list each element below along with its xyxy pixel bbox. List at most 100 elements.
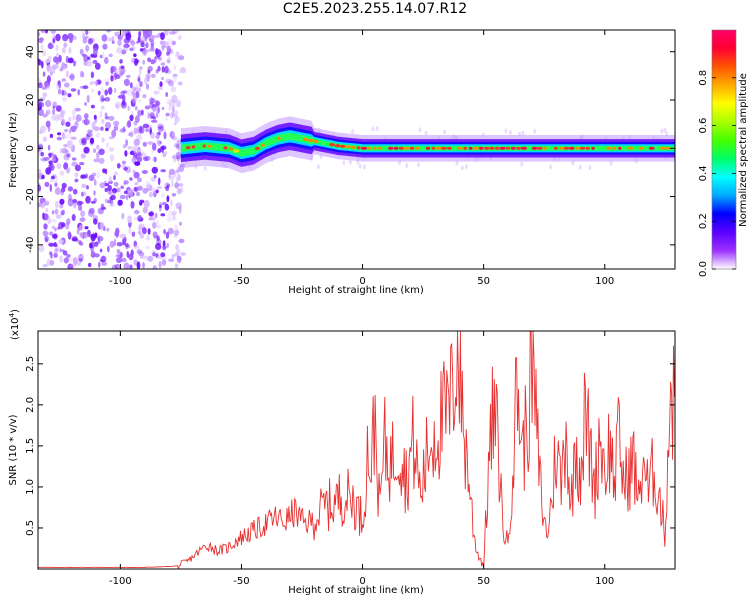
noise-speckle — [105, 81, 109, 86]
ridge-core — [618, 146, 622, 150]
noise-speckle — [40, 30, 46, 33]
noise-speckle — [161, 66, 165, 73]
noise-speckle — [140, 42, 145, 48]
noise-speckle — [173, 206, 179, 210]
noise-speckle — [150, 177, 157, 182]
noise-speckle — [116, 163, 121, 169]
snr-series-line — [38, 331, 675, 569]
noise-speckle — [168, 258, 175, 263]
noise-speckle — [56, 162, 62, 170]
noise-speckle — [175, 151, 181, 160]
noise-speckle — [99, 248, 103, 253]
noise-speckle — [142, 59, 145, 65]
noise-speckle — [86, 59, 93, 67]
noise-speckle — [167, 217, 172, 222]
noise-speckle — [108, 53, 113, 58]
noise-speckle — [167, 56, 171, 60]
noise-speckle — [59, 255, 64, 263]
ridge-core — [339, 144, 346, 148]
noise-speckle — [100, 94, 105, 103]
noise-speckle — [88, 207, 95, 214]
noise-speckle — [61, 89, 64, 96]
noise-speckle — [152, 115, 156, 120]
noise-speckle — [520, 161, 524, 167]
noise-speckle — [101, 34, 108, 42]
noise-speckle — [135, 83, 141, 87]
noise-speckle — [138, 251, 145, 257]
noise-speckle — [43, 156, 50, 161]
noise-speckle — [68, 143, 73, 149]
y-tick-label: 0.5 — [25, 520, 36, 536]
noise-speckle — [90, 233, 96, 242]
noise-speckle — [94, 253, 100, 258]
noise-speckle — [107, 245, 110, 253]
noise-speckle — [74, 178, 79, 183]
noise-speckle — [137, 77, 141, 82]
noise-speckle — [180, 252, 186, 256]
noise-speckle — [93, 126, 100, 131]
noise-speckle — [79, 85, 86, 89]
noise-speckle — [170, 216, 177, 222]
ridge-core — [553, 146, 558, 150]
noise-speckle — [152, 252, 156, 257]
noise-speckle — [125, 32, 132, 41]
noise-speckle — [50, 156, 57, 162]
noise-speckle — [144, 255, 149, 261]
noise-speckle — [176, 188, 182, 195]
noise-speckle — [81, 71, 85, 78]
noise-speckle — [119, 233, 126, 239]
noise-speckle — [108, 176, 113, 183]
noise-speckle — [104, 183, 110, 187]
noise-speckle — [157, 106, 160, 114]
noise-speckle — [123, 181, 127, 186]
noise-speckle — [61, 118, 66, 126]
noise-speckle — [176, 139, 183, 144]
noise-speckle — [57, 113, 64, 121]
noise-speckle — [59, 68, 63, 72]
x-tick-label: -50 — [233, 576, 249, 587]
noise-speckle — [69, 73, 75, 81]
noise-speckle — [176, 255, 182, 261]
ridge-core — [367, 146, 371, 150]
noise-speckle — [48, 67, 51, 75]
noise-speckle — [95, 132, 100, 139]
noise-speckle — [38, 202, 43, 208]
noise-speckle — [578, 164, 582, 170]
noise-speckle — [91, 88, 94, 93]
noise-speckle — [150, 115, 154, 120]
noise-speckle — [157, 65, 161, 72]
noise-speckle — [173, 224, 179, 230]
noise-speckle — [148, 210, 155, 218]
colorbar-gradient — [712, 30, 736, 269]
ridge-core — [575, 146, 579, 150]
noise-speckle — [170, 79, 174, 87]
noise-speckle — [64, 92, 69, 96]
noise-speckle — [94, 241, 99, 248]
noise-speckle — [101, 261, 108, 266]
noise-speckle — [171, 136, 178, 141]
noise-speckle — [588, 165, 592, 171]
noise-speckle — [153, 90, 160, 95]
noise-speckle — [74, 172, 79, 178]
noise-speckle — [150, 43, 155, 49]
noise-speckle — [168, 172, 171, 179]
noise-speckle — [139, 125, 143, 133]
noise-speckle — [136, 156, 143, 163]
noise-speckle — [104, 115, 110, 120]
noise-speckle — [176, 255, 182, 264]
noise-speckle — [121, 49, 127, 55]
noise-speckle — [66, 153, 71, 158]
noise-speckle — [81, 119, 88, 124]
noise-speckle — [73, 257, 78, 265]
noise-speckle — [167, 227, 174, 235]
noise-speckle — [169, 39, 175, 47]
noise-speckle — [123, 78, 130, 87]
noise-speckle — [52, 38, 56, 44]
noise-speckle — [42, 264, 48, 268]
noise-speckle — [129, 177, 133, 181]
noise-speckle — [171, 40, 176, 46]
noise-speckle — [42, 213, 49, 221]
noise-speckle — [174, 114, 178, 121]
noise-speckle — [129, 264, 133, 269]
noise-speckle — [80, 210, 85, 218]
